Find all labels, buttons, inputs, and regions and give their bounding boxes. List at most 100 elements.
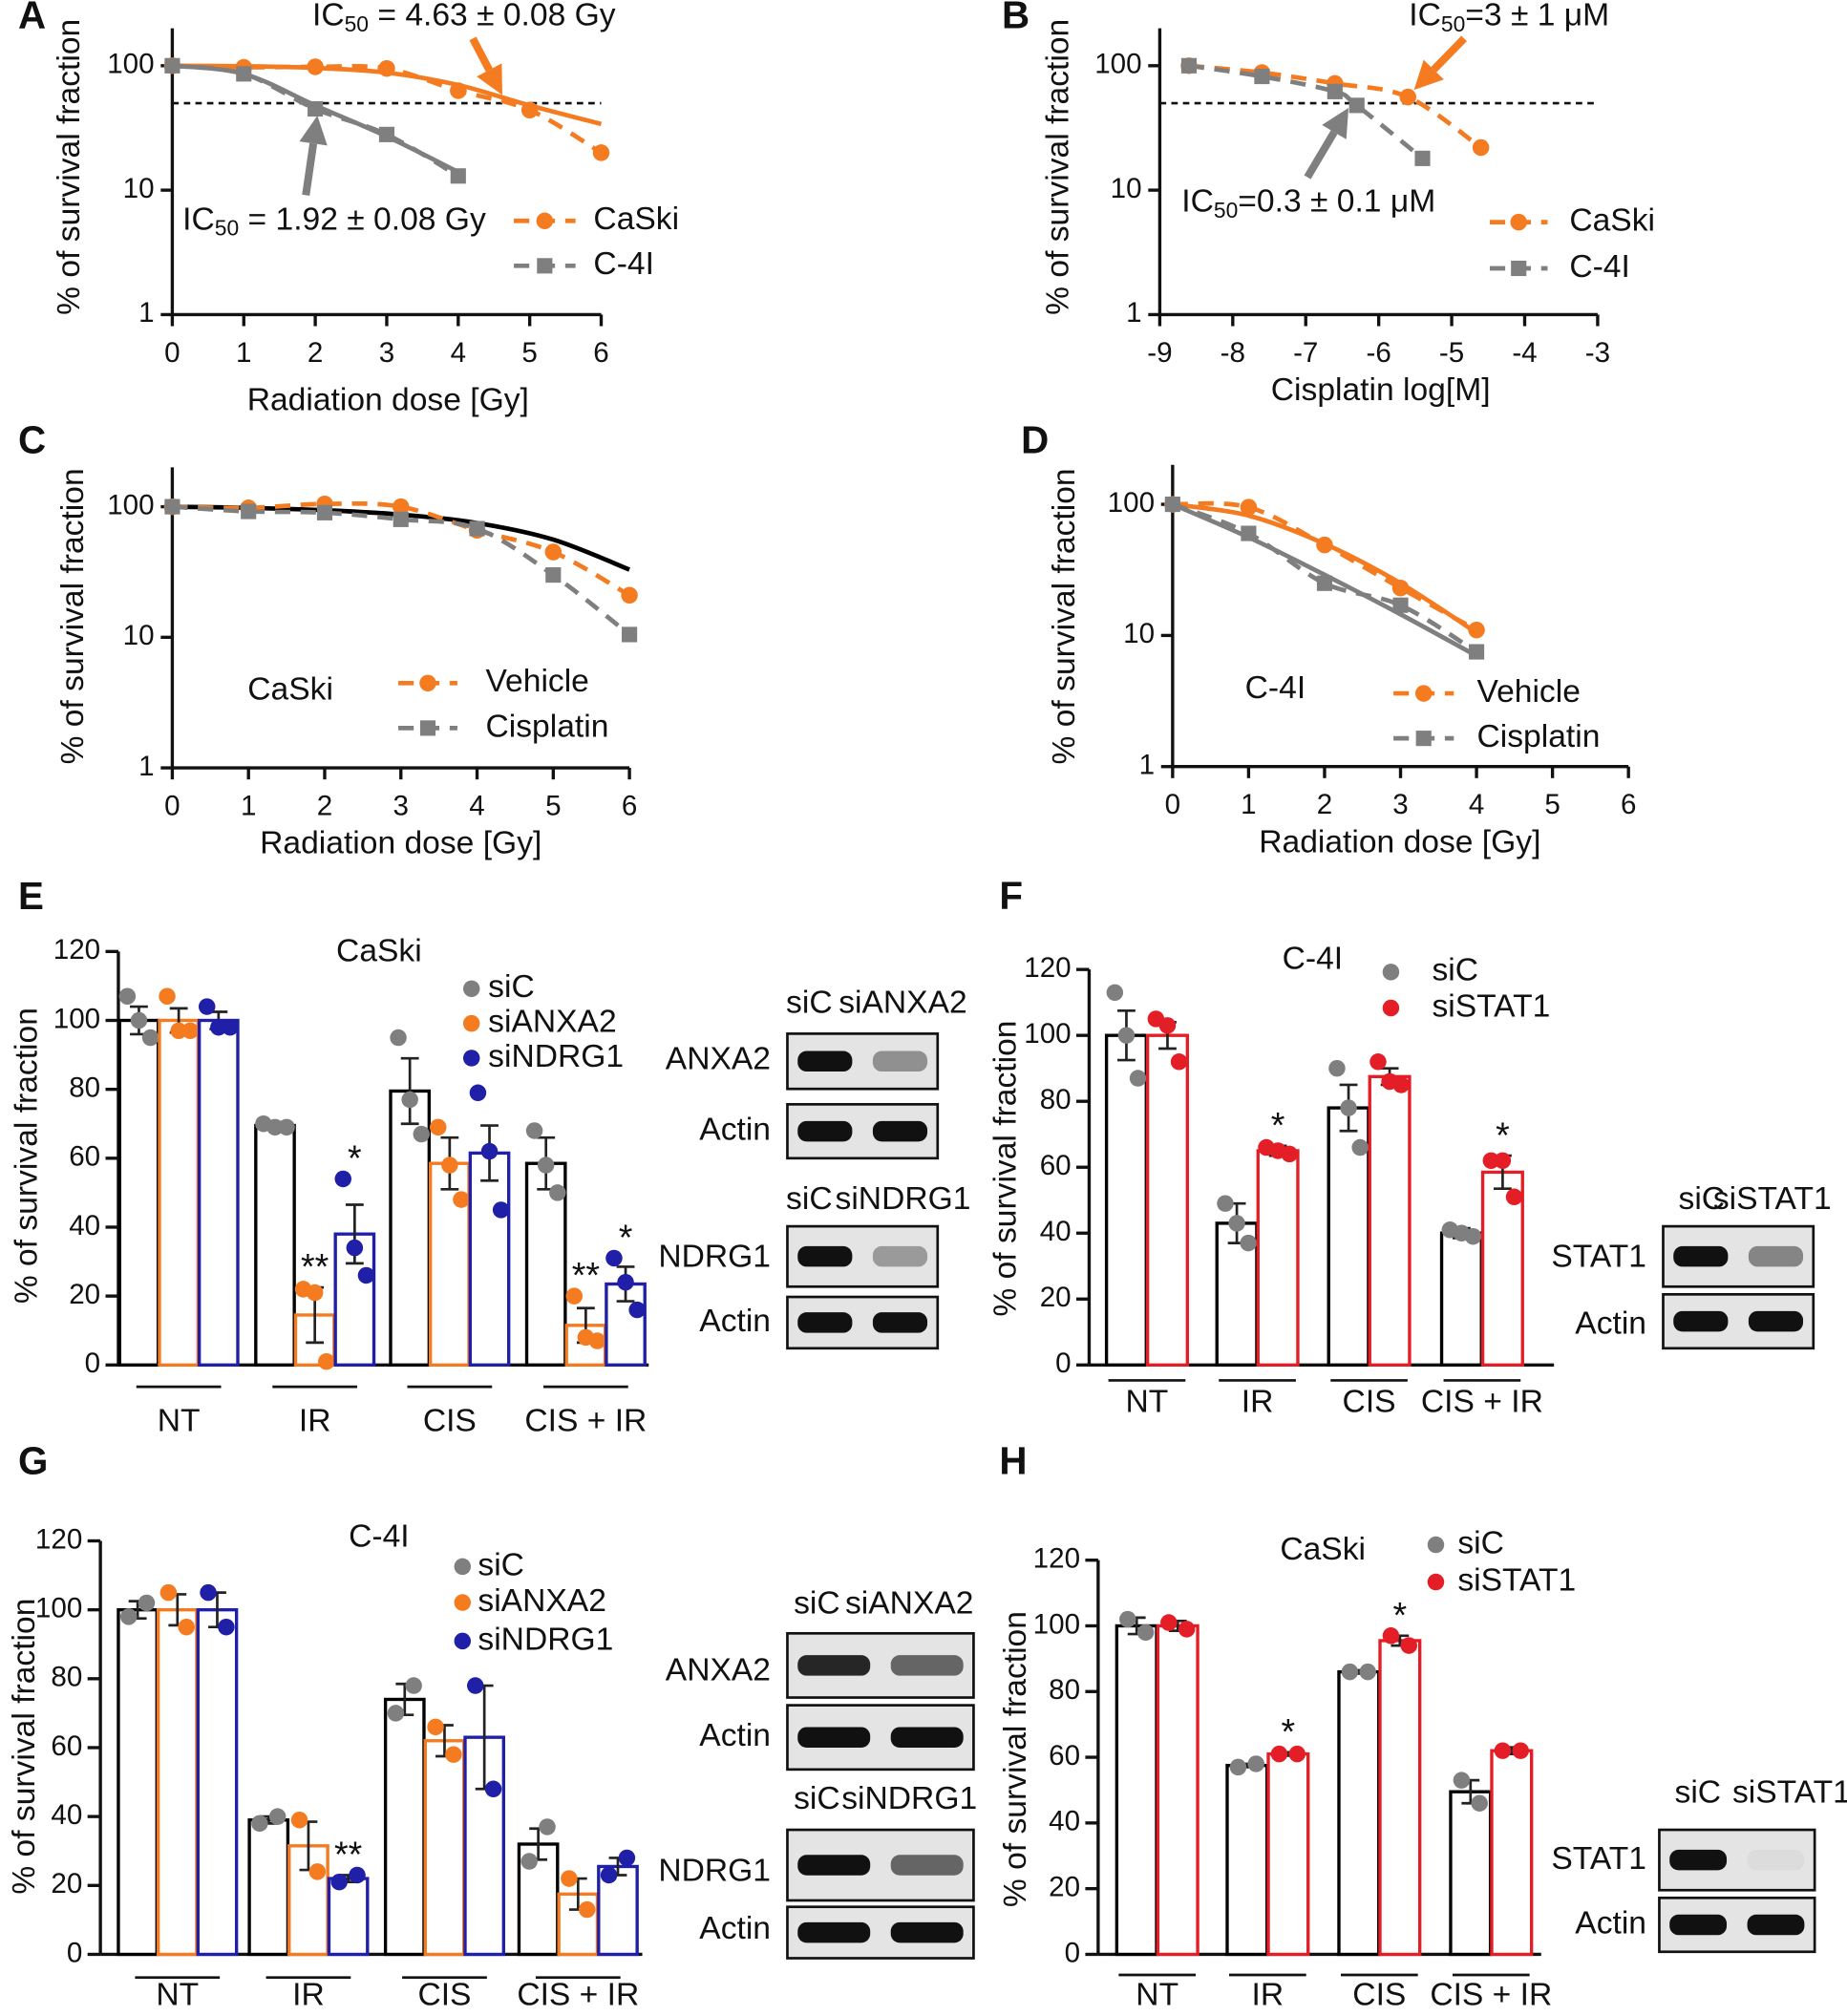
legend-marker xyxy=(536,212,554,230)
legend-label: siSTAT1 xyxy=(1432,988,1550,1024)
y-tick-label: 100 xyxy=(107,489,154,520)
arrow-shaft xyxy=(302,142,318,196)
replicate-point xyxy=(210,1018,227,1036)
blot-band xyxy=(872,1312,928,1333)
replicate-point xyxy=(430,1118,447,1136)
legend-label: CaSki xyxy=(1569,202,1655,238)
blot-band xyxy=(890,1921,964,1943)
blot-band xyxy=(1669,1849,1728,1871)
x-tick-label: 1 xyxy=(241,791,256,822)
replicate-point xyxy=(1464,1227,1482,1245)
ic50-prefix: IC xyxy=(312,0,345,32)
replicate-point xyxy=(405,1677,422,1694)
legend-label: Cisplatin xyxy=(485,709,608,744)
x-tick-label: CIS xyxy=(423,1404,477,1439)
x-tick-label: 0 xyxy=(1165,789,1180,820)
blot-lane-label: siSTAT1 xyxy=(1713,1181,1832,1217)
bar xyxy=(1266,1751,1310,1957)
data-point xyxy=(1240,499,1258,516)
legend-marker xyxy=(1415,731,1432,747)
blot-band xyxy=(1748,1310,1804,1332)
significance-mark: ** xyxy=(572,1255,601,1295)
y-tick-label: 80 xyxy=(1040,1084,1072,1115)
replicate-point xyxy=(222,1018,239,1036)
bar xyxy=(158,1018,200,1367)
x-tick-label: 4 xyxy=(451,337,466,369)
ic50-subscript: 50 xyxy=(1214,198,1238,223)
x-tick-label: NT xyxy=(158,1404,201,1439)
replicate-point xyxy=(1281,1145,1298,1163)
data-point xyxy=(378,59,395,77)
replicate-point xyxy=(1471,1794,1488,1812)
x-tick-label: CIS xyxy=(1352,1978,1406,2013)
legend-label: Cisplatin xyxy=(1477,719,1601,754)
replicate-point xyxy=(1340,1099,1357,1116)
bar xyxy=(1368,1074,1412,1367)
blot-row-label: ANXA2 xyxy=(666,1042,771,1077)
bar xyxy=(383,1697,426,1957)
legend-label: siANXA2 xyxy=(478,1583,606,1619)
x-axis-title: Radiation dose [Gy] xyxy=(1259,824,1540,859)
replicate-point xyxy=(1382,1627,1400,1645)
replicate-point xyxy=(453,1191,470,1208)
replicate-point xyxy=(1494,1742,1512,1759)
x-tick-label: 0 xyxy=(164,337,180,369)
blot-row-label: Actin xyxy=(699,1911,771,1946)
replicate-point xyxy=(469,1084,487,1102)
replicate-point xyxy=(290,1812,308,1829)
data-point xyxy=(450,82,467,99)
replicate-point xyxy=(1228,1215,1245,1232)
replicate-point xyxy=(605,1249,623,1267)
replicate-point xyxy=(1494,1152,1512,1170)
data-point xyxy=(236,66,252,82)
legend-marker xyxy=(462,980,480,998)
arrow-head xyxy=(299,116,328,146)
y-tick-label: 40 xyxy=(51,1799,82,1831)
y-axis-title: % of survival fraction xyxy=(55,468,91,764)
y-tick-label: 40 xyxy=(1049,1806,1080,1837)
x-axis-title: Radiation dose [Gy] xyxy=(260,826,541,861)
bar xyxy=(196,1607,239,1957)
series-line xyxy=(1172,501,1478,654)
legend-label: siC xyxy=(488,969,535,1005)
y-tick-label: 100 xyxy=(1024,1018,1071,1050)
replicate-point xyxy=(466,1677,484,1694)
blot-band xyxy=(797,1727,871,1748)
blot-band xyxy=(1673,1310,1729,1332)
bar xyxy=(1337,1669,1381,1957)
replicate-point xyxy=(1351,1138,1369,1157)
blot-band xyxy=(872,1245,928,1267)
replicate-point xyxy=(119,1608,138,1625)
blot-band xyxy=(797,1245,853,1267)
x-tick-label: CIS + IR xyxy=(1421,1385,1543,1420)
bar xyxy=(117,1018,160,1367)
replicate-point xyxy=(578,1900,596,1919)
bar xyxy=(1115,1623,1158,1957)
data-point xyxy=(450,168,466,184)
ic50-suffix: = 1.92 ± 0.08 Gy xyxy=(239,202,486,237)
replicate-point xyxy=(525,1122,543,1139)
x-tick-label: IR xyxy=(292,1978,325,2013)
blot-lane-label: siC xyxy=(794,1586,840,1622)
replicate-point xyxy=(1400,1637,1417,1654)
blot-band xyxy=(797,1655,871,1676)
panel-letter: H xyxy=(999,1438,1027,1482)
ic50-prefix: IC xyxy=(182,202,215,237)
legend-label: siNDRG1 xyxy=(478,1622,613,1657)
x-tick-label: 1 xyxy=(236,337,251,369)
y-tick-label: 20 xyxy=(51,1868,82,1899)
data-point xyxy=(393,498,410,516)
blot-band xyxy=(890,1655,964,1676)
y-axis-title: % of survival fraction xyxy=(998,1611,1033,1907)
data-point xyxy=(164,499,180,515)
bar xyxy=(156,1607,199,1957)
y-tick-label: 100 xyxy=(107,49,154,80)
y-tick-label: 60 xyxy=(69,1141,100,1173)
bar xyxy=(597,1864,639,1957)
replicate-point xyxy=(251,1814,268,1833)
x-tick-label: 2 xyxy=(308,337,323,369)
replicate-point xyxy=(1106,984,1124,1002)
y-axis-title: % of survival fraction xyxy=(987,1021,1023,1317)
y-tick-label: 1 xyxy=(138,751,154,782)
data-point xyxy=(469,520,485,537)
